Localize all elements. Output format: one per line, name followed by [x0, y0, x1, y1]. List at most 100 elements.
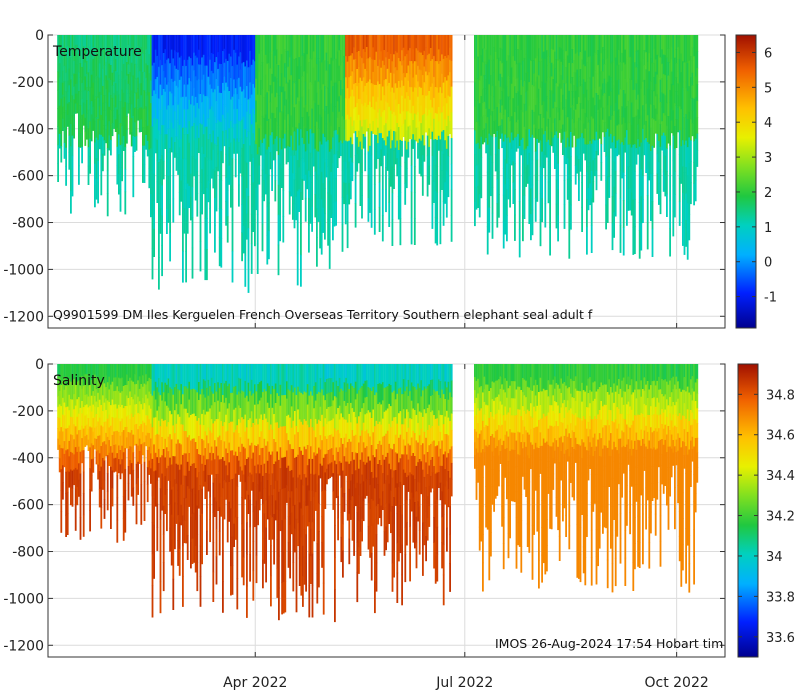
- profile-segment: [87, 147, 90, 167]
- profile-segment: [531, 60, 534, 86]
- profile-segment: [90, 61, 93, 76]
- profile-segment: [664, 35, 667, 56]
- profile-segment: [292, 562, 295, 592]
- profile-segment: [566, 35, 569, 56]
- profile-segment: [340, 50, 342, 66]
- profile-segment: [510, 100, 513, 117]
- profile-segment: [560, 75, 563, 90]
- profile-segment: [193, 512, 195, 538]
- profile: [218, 364, 221, 556]
- profile: [523, 35, 526, 219]
- profile-segment: [183, 520, 186, 544]
- profile-segment: [140, 119, 143, 132]
- profile-segment: [140, 504, 143, 525]
- profile-segment: [378, 108, 381, 134]
- profile-segment: [78, 91, 80, 111]
- profile-segment: [288, 102, 291, 125]
- profile-segment: [278, 555, 280, 589]
- profile-segment: [444, 161, 447, 183]
- profile-segment: [196, 505, 199, 535]
- profile-segment: [558, 47, 561, 60]
- profile-segment: [146, 432, 149, 451]
- profile: [507, 35, 510, 200]
- profile-segment: [143, 53, 146, 73]
- profile-segment: [262, 503, 264, 533]
- profile-segment: [372, 47, 375, 61]
- profile-segment: [174, 387, 176, 411]
- profile-segment: [284, 518, 287, 551]
- profile-segment: [298, 447, 301, 476]
- profile-segment: [145, 435, 147, 447]
- profile-segment: [547, 118, 550, 141]
- profile-segment: [74, 488, 77, 510]
- profile-segment: [241, 35, 243, 64]
- profile-segment: [186, 134, 189, 160]
- profile-segment: [180, 138, 183, 161]
- profile-segment: [238, 419, 240, 434]
- profile-segment: [258, 72, 261, 92]
- profile-segment: [118, 459, 120, 474]
- profile-segment: [549, 172, 551, 201]
- profile-segment: [169, 119, 171, 149]
- profile-segment: [397, 58, 400, 82]
- profile-segment: [236, 578, 239, 610]
- profile-segment: [690, 98, 692, 120]
- profile-segment: [279, 509, 282, 532]
- profile-segment: [412, 120, 415, 135]
- profile-segment: [95, 76, 98, 97]
- profile-segment: [280, 35, 283, 55]
- profile: [193, 35, 195, 177]
- profile: [142, 364, 144, 456]
- profile-segment: [282, 112, 285, 139]
- profile-segment: [150, 148, 152, 172]
- profile-segment: [613, 60, 615, 87]
- profile-segment: [335, 201, 337, 226]
- profile-segment: [95, 35, 98, 56]
- profile-segment: [175, 463, 178, 485]
- profile-segment: [242, 529, 245, 558]
- profile: [169, 35, 171, 262]
- profile-segment: [87, 91, 90, 111]
- profile-segment: [134, 404, 136, 416]
- profile-segment: [81, 413, 83, 427]
- profile-segment: [520, 35, 523, 51]
- profile-segment: [121, 377, 123, 392]
- profile: [255, 364, 258, 584]
- profile-segment: [449, 96, 451, 110]
- profile-segment: [231, 364, 234, 394]
- profile-segment: [145, 120, 147, 136]
- profile-segment: [375, 135, 378, 153]
- profile-segment: [172, 456, 175, 488]
- profile-segment: [228, 462, 231, 483]
- profile-segment: [483, 115, 486, 129]
- profile: [108, 35, 111, 151]
- profile: [309, 35, 312, 224]
- profile-segment: [79, 385, 82, 409]
- profile: [73, 364, 75, 486]
- profile-segment: [58, 444, 61, 459]
- profile-segment: [250, 35, 253, 66]
- profile-segment: [110, 364, 112, 386]
- profile-segment: [140, 107, 143, 120]
- profile-segment: [231, 392, 234, 423]
- profile-segment: [255, 144, 257, 167]
- profile-segment: [667, 116, 670, 130]
- profile-segment: [74, 44, 77, 56]
- profile-segment: [162, 107, 165, 126]
- profile-segment: [114, 83, 117, 96]
- profile-segment: [685, 61, 687, 89]
- profile-segment: [592, 55, 595, 78]
- profile-segment: [158, 98, 160, 131]
- profile-segment: [546, 35, 548, 51]
- profile-segment: [182, 158, 184, 190]
- profile-segment: [345, 56, 347, 78]
- profile-segment: [439, 87, 442, 114]
- profile-segment: [250, 458, 253, 475]
- profile-segment: [626, 58, 628, 84]
- profile-segment: [76, 35, 79, 46]
- profile-segment: [319, 114, 321, 142]
- profile-segment: [178, 416, 181, 444]
- profile: [654, 35, 657, 134]
- profile-segment: [162, 562, 165, 592]
- profile-segment: [415, 61, 418, 76]
